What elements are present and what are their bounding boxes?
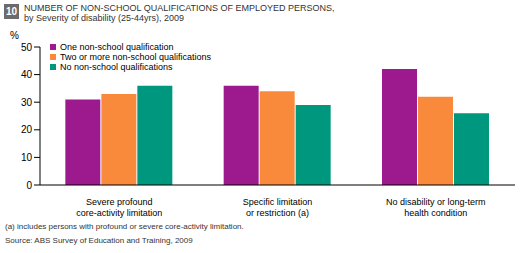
svg-text:50: 50	[21, 42, 33, 53]
svg-text:30: 30	[21, 97, 33, 108]
svg-text:0: 0	[26, 180, 32, 191]
svg-text:No disability or long-termheal: No disability or long-termhealth conditi…	[386, 197, 486, 218]
html-text:Source: ABS Survey of Educatio: Source: ABS Survey of Education and Trai…	[5, 236, 193, 245]
svg-text:Severe profoundcore-activity l: Severe profoundcore-activity limitation	[76, 197, 162, 218]
html-text:Two or more non-school qualifi: Two or more non-school qualifications	[60, 52, 212, 62]
html-text:NUMBER OF NON-SCHOOL QUALIFICA: NUMBER OF NON-SCHOOL QUALIFICATIONS OF E…	[24, 3, 335, 13]
html-text:(a) includes persons with prof: (a) includes persons with profound or se…	[5, 222, 244, 231]
svg-text:40: 40	[21, 69, 33, 80]
html-text:No non-school qualifications: No non-school qualifications	[60, 62, 173, 72]
html-text:by Severity of disability (25-: by Severity of disability (25-44yrs), 20…	[24, 13, 185, 23]
svg-text:Specific limitationor restrict: Specific limitationor restriction (a)	[243, 197, 313, 218]
svg-text:20: 20	[21, 124, 33, 135]
svg-text:10: 10	[21, 152, 33, 163]
html-text:One non-school qualification: One non-school qualification	[60, 42, 174, 52]
html-text:10: 10	[5, 6, 18, 17]
